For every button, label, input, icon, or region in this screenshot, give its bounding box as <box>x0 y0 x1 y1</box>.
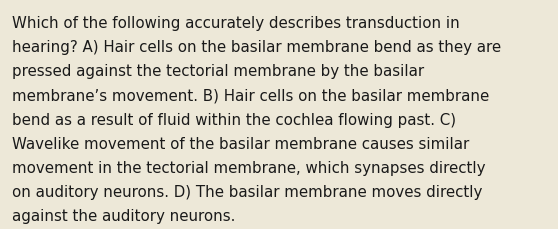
Text: movement in the tectorial membrane, which synapses directly: movement in the tectorial membrane, whic… <box>12 160 486 175</box>
Text: hearing? A) Hair cells on the basilar membrane bend as they are: hearing? A) Hair cells on the basilar me… <box>12 40 502 55</box>
Text: Wavelike movement of the basilar membrane causes similar: Wavelike movement of the basilar membran… <box>12 136 469 151</box>
Text: bend as a result of fluid within the cochlea flowing past. C): bend as a result of fluid within the coc… <box>12 112 456 127</box>
Text: membrane’s movement. B) Hair cells on the basilar membrane: membrane’s movement. B) Hair cells on th… <box>12 88 489 103</box>
Text: on auditory neurons. D) The basilar membrane moves directly: on auditory neurons. D) The basilar memb… <box>12 184 483 199</box>
Text: against the auditory neurons.: against the auditory neurons. <box>12 208 235 223</box>
Text: Which of the following accurately describes transduction in: Which of the following accurately descri… <box>12 16 460 31</box>
Text: pressed against the tectorial membrane by the basilar: pressed against the tectorial membrane b… <box>12 64 425 79</box>
